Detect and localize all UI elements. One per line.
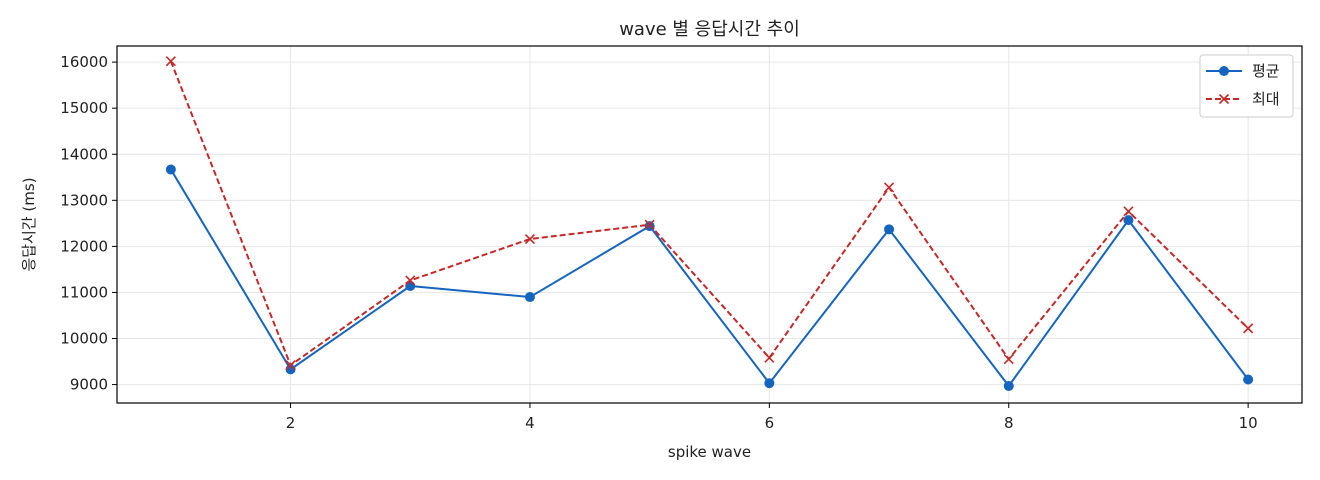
data-point [1218,93,1230,105]
data-point-stroke [764,352,775,363]
x-tick-label: 6 [765,414,775,432]
data-point [165,164,176,175]
y-axis-label: 응답시간 (ms) [20,177,38,271]
y-tick-label: 16000 [60,53,108,71]
legend-label: 평균 [1252,62,1280,80]
data-point-stroke [405,275,416,286]
series-line [169,60,1249,367]
y-tick-label: 13000 [60,191,108,209]
series-mean [165,164,1254,391]
data-point-stroke [165,56,176,67]
series-line [170,168,1249,387]
data-point-stroke [1123,206,1134,217]
data-point-stroke [1003,354,1014,365]
data-point [644,219,655,230]
data-point-stroke [883,182,895,193]
data-point [405,275,416,286]
data-point [883,182,895,193]
series-max [165,56,1254,371]
data-point-stroke [1243,323,1254,334]
data-point [884,224,895,235]
x-tick-label: 8 [1004,414,1014,432]
x-tick-label: 4 [525,414,535,432]
data-point [524,292,535,303]
chart-title: wave 별 응답시간 추이 [619,19,800,40]
data-point [764,378,775,389]
data-point [165,56,176,67]
data-point-stroke [644,219,655,230]
data-point [1003,380,1014,391]
y-tick-label: 9000 [70,376,108,394]
y-tick-label: 15000 [60,99,108,117]
data-point [285,360,296,371]
data-point-stroke [285,360,296,371]
y-tick-label: 14000 [60,145,108,163]
data-point [1219,66,1229,76]
data-point-stroke [1218,93,1230,105]
legend-item-mean: 평균 [1206,62,1280,80]
x-axis-label: spike wave [668,443,751,461]
data-point [1003,354,1014,365]
legend-label: 최대 [1252,90,1280,108]
series-layer [165,56,1254,391]
y-tick-label: 11000 [60,283,108,301]
legend-item-max: 최대 [1206,90,1280,108]
x-tick-label: 10 [1239,414,1258,432]
data-point [524,233,536,245]
data-point [764,352,775,363]
data-point [1243,323,1254,334]
data-point [1243,374,1254,385]
data-point-stroke [524,233,536,245]
x-axis-ticks: 2 4 6 8 10 [286,403,1258,432]
grid [117,46,1302,403]
y-tick-label: 10000 [60,330,108,348]
y-tick-label: 12000 [60,237,108,255]
data-point [1123,206,1134,217]
y-axis-ticks: 9000 10000 11000 12000 13000 14000 15000 16000 [60,53,117,394]
x-tick-label: 2 [286,414,296,432]
data-point [1123,215,1134,226]
plot-area-frame [116,45,1303,404]
